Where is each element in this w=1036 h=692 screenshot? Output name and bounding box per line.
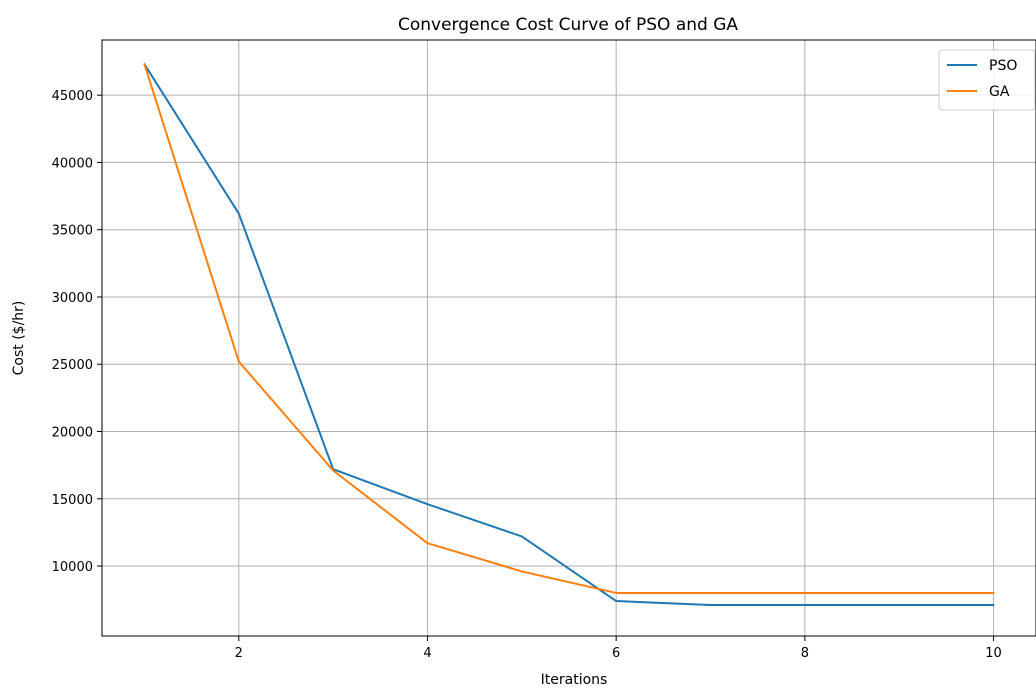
series-lines: [143, 63, 995, 607]
legend-label-ga: GA: [989, 84, 1010, 100]
y-tick-label: 40000: [52, 156, 93, 171]
plot-frame: [101, 39, 1036, 637]
y-tick-label: 20000: [52, 426, 93, 441]
y-tick-label: 15000: [52, 493, 93, 508]
series-line-pso: [143, 63, 995, 607]
legend: PSO GA: [938, 49, 1036, 111]
chart-title: Convergence Cost Curve of PSO and GA: [398, 15, 738, 35]
axis-ticks: 2 4 6 8 10 10000 15000 20000 25000 30000 35000 4000…: [52, 89, 1002, 661]
x-tick-label: 10: [985, 646, 1002, 661]
x-tick-label: 4: [423, 646, 431, 661]
y-tick-label: 25000: [52, 358, 93, 373]
y-tick-label: 35000: [52, 224, 93, 239]
x-axis-label: Iterations: [541, 672, 608, 688]
legend-box: [938, 49, 1036, 111]
grid-lines: [102, 40, 1036, 636]
y-tick-label: 10000: [52, 560, 93, 575]
y-tick-label: 30000: [52, 291, 93, 306]
legend-label-pso: PSO: [989, 58, 1017, 74]
x-tick-label: 6: [612, 646, 620, 661]
y-axis-label: Cost ($/hr): [11, 301, 27, 376]
series-line-ga: [143, 63, 995, 594]
x-tick-label: 8: [801, 646, 809, 661]
x-tick-label: 2: [235, 646, 243, 661]
y-tick-label: 45000: [52, 89, 93, 104]
